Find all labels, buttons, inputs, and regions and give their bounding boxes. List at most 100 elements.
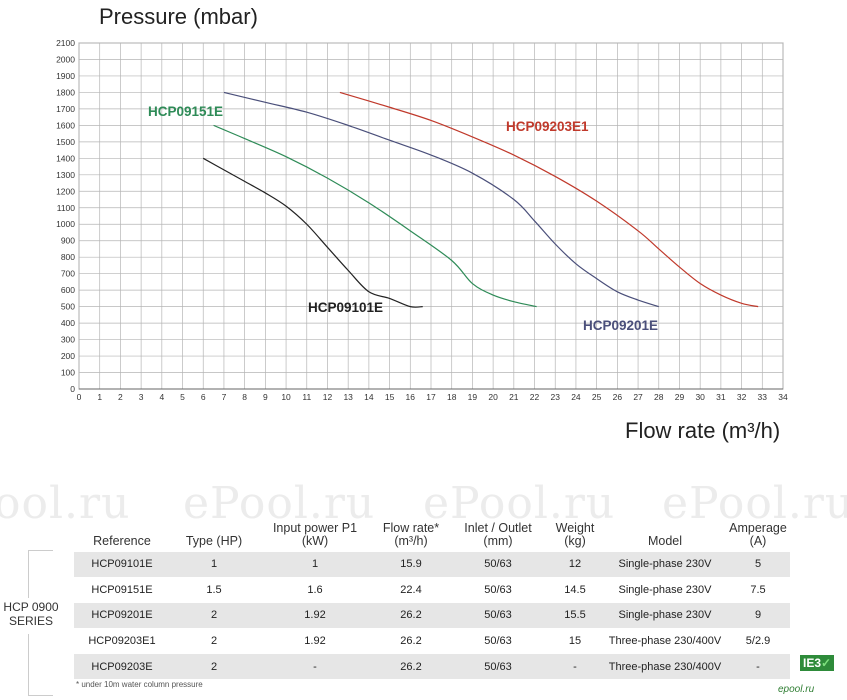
curve-label: HCP09203E1 [506, 119, 589, 134]
x-tick-label: 17 [426, 392, 436, 402]
table-cell: 15.9 [372, 552, 450, 578]
x-tick-label: 25 [592, 392, 602, 402]
table-cell: HCP09101E [74, 552, 170, 578]
col-header-model: Model [647, 534, 683, 548]
col-header-inlet-outlet: Inlet / Outlet (mm) [450, 514, 546, 552]
table-cell: 1 [258, 552, 372, 578]
header-line: (mm) [483, 534, 513, 548]
series-lines [202, 91, 759, 308]
x-tick-label: 9 [263, 392, 268, 402]
table-header-row: Reference Type (HP) Input power P1 (kW) F… [74, 514, 790, 552]
table-cell: 50/63 [450, 552, 546, 578]
curve-labels: HCP09151E HCP09101E HCP09201E HCP09203E1 [148, 104, 658, 333]
table-cell: 5 [726, 552, 790, 578]
table-cell: 1.5 [170, 577, 258, 604]
table-cell: 1.92 [258, 628, 372, 655]
check-icon: ✓ [821, 656, 832, 670]
spec-table: Reference Type (HP) Input power P1 (kW) F… [74, 514, 790, 680]
curve-label: HCP09201E [583, 318, 658, 333]
x-tick-label: 11 [302, 392, 311, 402]
table-cell: HCP09151E [74, 577, 170, 604]
x-axis-ticks: 0 1 2 3 4 5 6 7 8 9 10 11 12 13 14 15 16 17 18 19 20 21 22 23 24… [77, 392, 788, 402]
chart-title: Pressure (mbar) [99, 4, 258, 29]
y-tick-label: 1500 [56, 137, 75, 147]
y-tick-label: 1100 [57, 203, 76, 213]
table-cell: HCP09203E [74, 653, 170, 680]
table-cell: 1.6 [258, 577, 372, 604]
header-line: (kW) [301, 534, 329, 548]
series-line-hcp09101e [202, 157, 423, 308]
table-cell: 12 [546, 552, 604, 578]
table-cell: 1.92 [258, 602, 372, 629]
x-tick-label: 16 [406, 392, 416, 402]
x-tick-label: 33 [758, 392, 768, 402]
curve-label: HCP09151E [148, 104, 223, 119]
y-tick-label: 2100 [56, 38, 75, 48]
table-cell: - [258, 653, 372, 680]
table-cell: 5/2.9 [726, 628, 790, 655]
x-tick-label: 23 [551, 392, 561, 402]
x-tick-label: 20 [488, 392, 498, 402]
x-tick-label: 28 [654, 392, 664, 402]
x-tick-label: 7 [222, 392, 227, 402]
header-line: Flow rate* [382, 521, 440, 535]
table-cell: 1 [170, 552, 258, 578]
x-tick-label: 10 [281, 392, 291, 402]
table-row: HCP09203E1 2 1.92 26.2 50/63 15 Three-phase 23… [74, 628, 790, 655]
x-tick-label: 5 [180, 392, 185, 402]
series-label: HCP 0900 SERIES [3, 600, 59, 628]
table-row: HCP09201E 2 1.92 26.2 50/63 15.5 Single-phase … [74, 602, 790, 629]
series-line-hcp09201e [223, 91, 659, 308]
x-tick-label: 26 [613, 392, 623, 402]
y-tick-label: 200 [61, 351, 75, 361]
chart-grid [78, 42, 784, 390]
col-header-weight: Weight (kg) [546, 514, 604, 552]
x-tick-label: 4 [159, 392, 164, 402]
table-cell: HCP09201E [74, 602, 170, 629]
x-tick-label: 2 [118, 392, 123, 402]
y-tick-label: 1600 [56, 120, 75, 130]
table-cell: Single-phase 230V [604, 552, 726, 578]
table-cell: 7.5 [726, 577, 790, 604]
x-tick-label: 30 [695, 392, 705, 402]
table-row: HCP09101E 1 1 15.9 50/63 12 Single-phase 230V 5 [74, 552, 790, 578]
table-cell: 50/63 [450, 653, 546, 680]
col-header-input-power: Input power P1 (kW) [258, 514, 372, 552]
col-header-reference: Reference [93, 534, 151, 548]
x-tick-label: 15 [385, 392, 395, 402]
y-tick-label: 1400 [56, 153, 75, 163]
table-cell: 26.2 [372, 628, 450, 655]
x-tick-label: 27 [633, 392, 643, 402]
watermark-text: ePool.ru [662, 478, 847, 529]
pressure-flow-chart: 0100200300400500600700800900100011001200… [56, 38, 788, 402]
x-tick-label: 1 [97, 392, 102, 402]
y-tick-label: 500 [61, 302, 75, 312]
col-header-type: Type (HP) [185, 534, 243, 548]
y-tick-label: 600 [61, 285, 75, 295]
watermark-text: ePool.ru [423, 478, 616, 529]
y-tick-label: 1700 [56, 104, 75, 114]
table-row: HCP09151E 1.5 1.6 22.4 50/63 14.5 Single-phase… [74, 577, 790, 604]
table-cell: HCP09203E1 [74, 628, 170, 655]
curve-label: HCP09101E [308, 300, 383, 315]
y-tick-label: 1200 [56, 186, 75, 196]
table-cell: Three-phase 230/400V [604, 628, 726, 655]
series-line-hcp09151e [213, 124, 537, 308]
x-tick-label: 3 [139, 392, 144, 402]
x-tick-label: 19 [468, 392, 478, 402]
table-cell: 26.2 [372, 653, 450, 680]
header-line: Input power P1 [272, 521, 358, 535]
y-tick-label: 2000 [56, 54, 75, 64]
table-cell: 2 [170, 602, 258, 629]
x-tick-label: 13 [343, 392, 353, 402]
y-tick-label: 0 [70, 384, 75, 394]
table-cell: 15.5 [546, 602, 604, 629]
x-tick-label: 14 [364, 392, 374, 402]
y-tick-label: 1300 [56, 170, 75, 180]
x-tick-label: 0 [77, 392, 82, 402]
y-tick-label: 700 [61, 269, 75, 279]
x-axis-title: Flow rate (m³/h) [625, 418, 781, 443]
watermark-text: ePool.ru [183, 478, 376, 529]
y-tick-label: 1000 [56, 219, 75, 229]
table-cell: - [726, 653, 790, 680]
